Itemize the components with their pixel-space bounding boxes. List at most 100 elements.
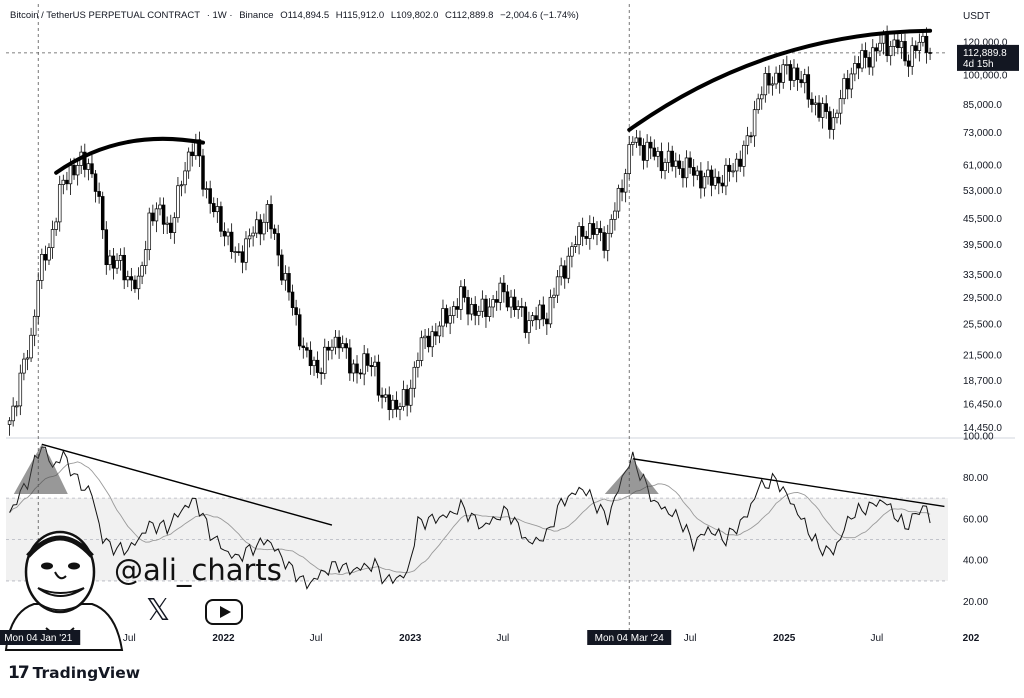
candle-body: [505, 291, 510, 308]
candle-body: [283, 273, 288, 281]
candle-body: [197, 139, 202, 157]
candle: [283, 265, 288, 291]
avatar-nose: [54, 571, 67, 580]
price-tick-label: 33,500.0: [963, 270, 1002, 281]
candle: [32, 309, 37, 347]
candle-body: [681, 168, 685, 179]
candle: [186, 147, 191, 179]
candle-body: [731, 170, 735, 173]
candle-body: [47, 247, 51, 261]
candle-body: [713, 176, 717, 186]
candle-body: [448, 315, 452, 324]
candle-body: [602, 232, 606, 251]
candle: [172, 212, 177, 244]
candle: [580, 217, 585, 247]
candle: [208, 180, 212, 214]
x-tick-label: 2023: [399, 633, 422, 644]
candle: [491, 295, 495, 318]
candle-body: [330, 346, 334, 351]
candle: [179, 180, 184, 197]
candle: [494, 290, 499, 311]
candle: [828, 106, 832, 139]
candle-body: [871, 47, 875, 68]
candle-body: [885, 33, 889, 57]
candle: [258, 214, 263, 246]
candle-body: [315, 359, 320, 373]
candle-body: [849, 73, 854, 90]
candle-body: [867, 57, 871, 68]
candle: [423, 329, 427, 350]
candle-body: [724, 164, 728, 187]
candle: [323, 338, 327, 380]
candle: [792, 59, 796, 87]
candle: [362, 344, 366, 386]
candle-body: [61, 179, 66, 185]
tradingview-logo[interactable]: 17 TradingView: [8, 661, 140, 685]
candle-body: [265, 204, 270, 223]
candle: [233, 246, 237, 263]
candle-body: [362, 353, 366, 375]
tradingview-logo-icon: 17: [8, 663, 30, 683]
candle-body: [344, 343, 349, 349]
candle: [444, 304, 449, 328]
candle-body: [366, 353, 370, 366]
candle: [756, 93, 760, 114]
crosshair-date-label: Mon 04 Jan '21: [4, 633, 73, 644]
candle: [720, 175, 725, 194]
candle-body: [244, 238, 248, 263]
candle-body: [695, 170, 700, 176]
candle-body: [523, 306, 528, 333]
candle-body: [813, 102, 818, 105]
candle-body: [405, 389, 409, 406]
candle-body: [853, 63, 857, 75]
candle: [369, 357, 374, 377]
candle: [903, 33, 907, 66]
candle: [742, 140, 746, 177]
candle: [914, 40, 918, 59]
candle: [602, 226, 606, 259]
candle-body: [584, 236, 588, 239]
candle-body: [97, 191, 101, 197]
candle: [254, 211, 259, 239]
tradingview-wordmark: TradingView: [32, 664, 141, 682]
candle: [97, 182, 101, 204]
candle: [623, 168, 628, 203]
candle-body: [641, 145, 646, 161]
candle: [871, 39, 875, 76]
candle-body: [702, 176, 707, 189]
candle-body: [788, 64, 793, 81]
price-tick-label: 120,000.0: [963, 37, 1008, 48]
price-tick-label: 14,450.0: [963, 423, 1002, 434]
candle-body: [394, 399, 399, 410]
candle: [641, 138, 646, 170]
candle-body: [555, 276, 560, 296]
candle: [867, 51, 871, 75]
candle-body: [280, 254, 284, 281]
candle: [663, 158, 667, 180]
symbol-name[interactable]: Bitcoin / TetherUS PERPETUAL CONTRACT: [10, 10, 201, 21]
rsi-peak-fill-2: [604, 458, 659, 494]
candle: [183, 162, 187, 194]
candle: [530, 311, 535, 327]
candle: [462, 279, 467, 303]
candle-body: [691, 167, 696, 176]
rsi-ma-line: [9, 461, 931, 575]
candle-body: [222, 230, 227, 237]
candle-body: [613, 210, 617, 220]
avatar-chin: [39, 603, 83, 611]
candle: [276, 224, 280, 267]
candle-body: [40, 253, 44, 281]
candle-body: [838, 98, 843, 114]
candle: [813, 95, 818, 116]
candle-body: [609, 219, 614, 234]
candle-body: [663, 162, 667, 172]
candle: [473, 296, 477, 326]
candle-body: [924, 35, 929, 53]
candle-body: [717, 176, 721, 184]
candle: [219, 201, 223, 237]
interval-label[interactable]: · 1W ·: [206, 10, 233, 21]
candle: [65, 171, 69, 191]
candle: [853, 55, 857, 82]
candle: [781, 59, 785, 89]
